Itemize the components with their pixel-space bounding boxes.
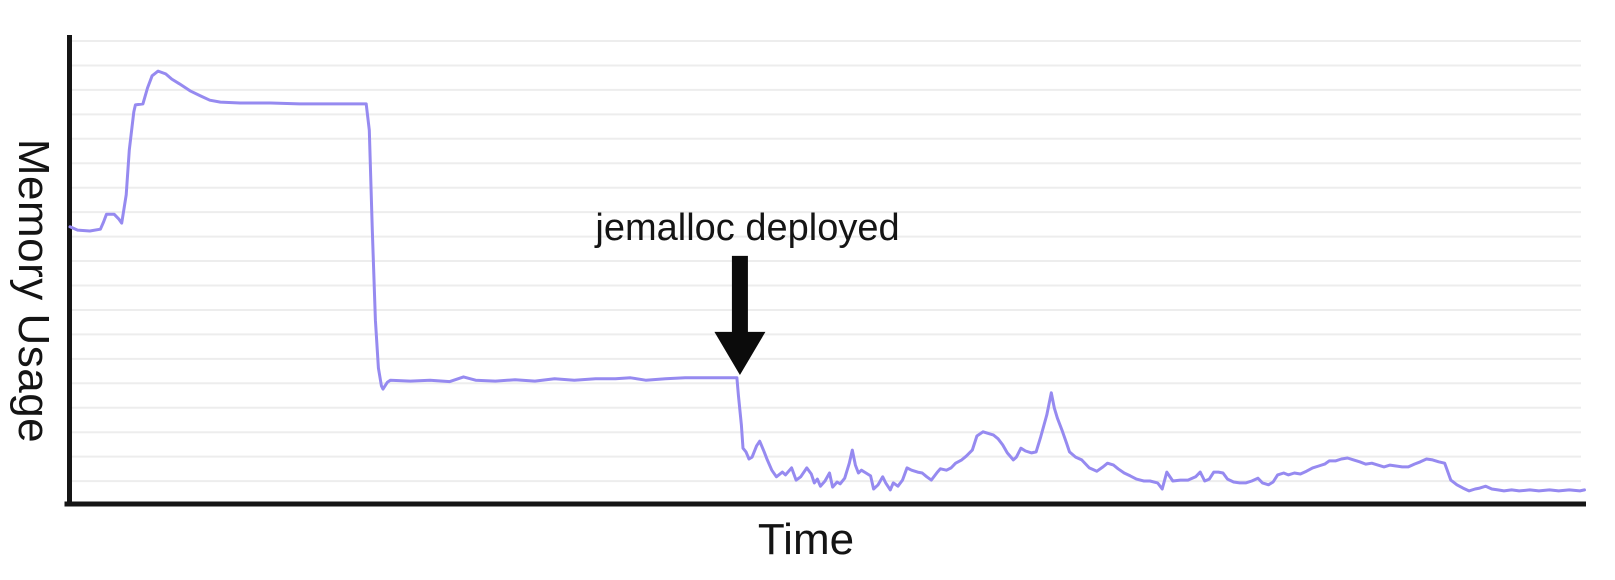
- annotation-label: jemalloc deployed: [595, 207, 900, 250]
- x-axis-label: Time: [757, 514, 855, 564]
- gridlines: [70, 40, 1581, 483]
- y-axis-label: Memory Usage: [9, 138, 59, 444]
- memory-usage-line: [68, 69, 1586, 493]
- annotation-arrow-icon: [714, 255, 766, 376]
